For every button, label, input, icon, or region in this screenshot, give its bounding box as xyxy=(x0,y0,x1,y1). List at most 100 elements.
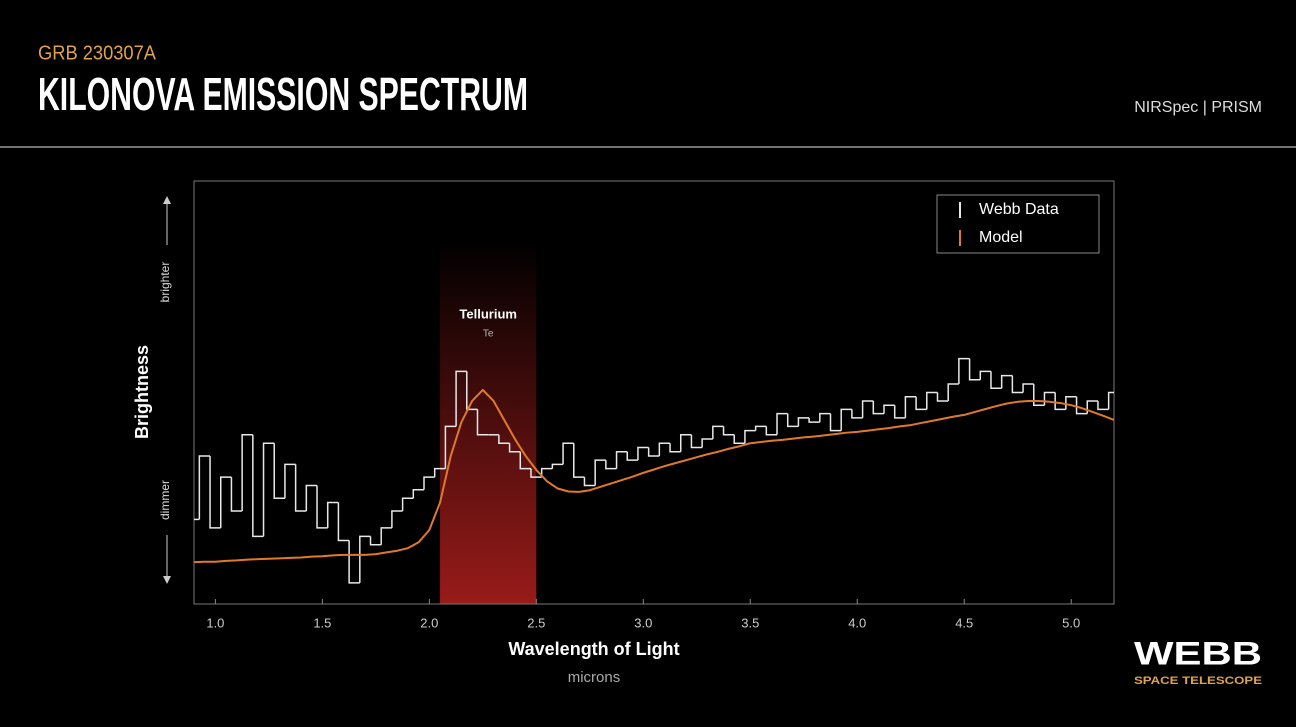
data-step xyxy=(498,434,510,445)
x-tick-label: 1.0 xyxy=(206,615,224,630)
data-step xyxy=(669,443,681,453)
data-step xyxy=(754,425,767,431)
data-step xyxy=(252,434,264,538)
data-step xyxy=(829,413,842,432)
data-step xyxy=(273,443,285,499)
data-step xyxy=(1097,400,1109,411)
data-step xyxy=(562,442,574,465)
data-step xyxy=(637,446,649,461)
data-step xyxy=(968,358,981,381)
data-step xyxy=(733,434,745,445)
data-step xyxy=(583,477,596,487)
x-axis-label: Wavelength of Light xyxy=(508,639,679,659)
data-step xyxy=(797,417,810,427)
x-tick-label: 2.5 xyxy=(527,615,545,630)
data-step xyxy=(444,425,457,469)
x-tick-label: 3.5 xyxy=(741,615,759,630)
data-step xyxy=(840,408,852,431)
data-step xyxy=(284,463,296,499)
data-step xyxy=(573,443,585,478)
x-tick-label: 3.0 xyxy=(634,615,652,630)
data-step xyxy=(605,460,617,470)
data-step xyxy=(262,442,275,537)
data-step xyxy=(872,400,884,415)
data-step xyxy=(990,371,1002,390)
highlight-band xyxy=(440,241,537,604)
data-step xyxy=(1065,395,1077,410)
data-step xyxy=(647,447,660,457)
arrow-up-head xyxy=(163,196,171,204)
data-step xyxy=(359,535,371,583)
data-step xyxy=(786,413,799,428)
data-step xyxy=(1011,375,1024,394)
page-title: KILONOVA EMISSION SPECTRUM xyxy=(38,68,528,120)
data-step xyxy=(958,357,970,385)
data-step xyxy=(433,467,446,478)
highlight-label: Tellurium xyxy=(459,306,517,321)
data-step xyxy=(690,434,703,449)
legend-label: Model xyxy=(979,229,1023,246)
data-step xyxy=(594,459,606,486)
data-step xyxy=(1033,384,1045,406)
data-step xyxy=(305,484,318,511)
legend-label: Webb Data xyxy=(979,201,1059,218)
data-step xyxy=(209,455,221,529)
data-step xyxy=(316,485,328,529)
data-step xyxy=(401,497,414,511)
data-step xyxy=(519,451,531,470)
data-step xyxy=(915,396,927,411)
data-step xyxy=(883,404,895,414)
data-step xyxy=(979,370,991,380)
x-tick-label: 5.0 xyxy=(1062,615,1080,630)
data-step xyxy=(1075,396,1088,415)
data-step xyxy=(551,463,564,469)
data-step xyxy=(947,383,959,401)
x-tick-label: 1.5 xyxy=(313,615,331,630)
data-step xyxy=(679,434,692,452)
legend-box xyxy=(936,194,1100,254)
data-step xyxy=(219,476,232,528)
y-low-label: dimmer xyxy=(158,480,172,520)
x-tick-label: 4.5 xyxy=(955,615,973,630)
data-step xyxy=(1054,392,1066,411)
data-step xyxy=(423,476,435,490)
data-step xyxy=(476,409,489,436)
data-step xyxy=(936,392,949,402)
data-step xyxy=(455,370,467,427)
data-step xyxy=(337,502,350,542)
data-step xyxy=(294,464,307,512)
kicker: GRB 230307A xyxy=(38,42,157,64)
y-axis-label: Brightness xyxy=(132,345,152,439)
data-step xyxy=(391,510,403,528)
y-high-label: brighter xyxy=(158,262,172,303)
data-step xyxy=(701,438,713,448)
data-step xyxy=(658,442,671,456)
data-step xyxy=(615,450,628,469)
x-tick-label: 4.0 xyxy=(848,615,866,630)
data-step xyxy=(765,426,778,436)
data-step xyxy=(530,468,542,478)
data-step xyxy=(712,425,724,440)
logo-name: WEBB xyxy=(1134,635,1262,671)
x-tick-label: 2.0 xyxy=(420,615,438,630)
highlight-sublabel: Te xyxy=(483,329,494,340)
series-layer xyxy=(194,357,1114,584)
data-step xyxy=(369,536,382,546)
data-step xyxy=(626,451,638,461)
data-step xyxy=(326,501,339,528)
data-step xyxy=(722,426,735,436)
data-step xyxy=(1107,391,1114,410)
data-step xyxy=(241,434,253,511)
data-step xyxy=(198,455,211,520)
data-step xyxy=(904,395,917,418)
data-step xyxy=(926,391,938,410)
data-step xyxy=(819,412,831,423)
data-step xyxy=(808,417,820,423)
data-step xyxy=(412,489,424,499)
data-step xyxy=(1000,374,1013,389)
data-step xyxy=(380,527,392,545)
logo-tagline: SPACE TELESCOPE xyxy=(1134,675,1262,687)
